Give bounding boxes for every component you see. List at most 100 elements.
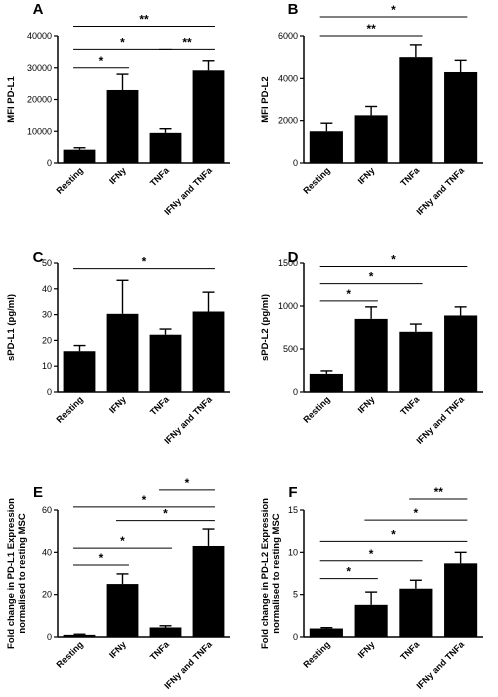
y-tick-label: 4000 — [278, 73, 298, 83]
category-label: Resting — [54, 639, 84, 669]
category-label: IFNy and TNFa — [414, 165, 466, 217]
significance-label: ** — [434, 485, 444, 499]
y-tick-label: 2000 — [278, 116, 298, 126]
y-tick-label: 0 — [47, 632, 52, 642]
category-label: IFNy and TNFa — [414, 639, 466, 691]
y-axis-title: MFI PD-L2 — [260, 76, 271, 122]
category-label: TNFa — [148, 165, 172, 189]
bar — [444, 71, 478, 163]
y-axis-title: normalised to resting MSC — [17, 513, 28, 633]
significance-label: * — [185, 476, 190, 490]
category-label: TNFa — [398, 639, 422, 663]
y-tick-label: 30 — [42, 310, 52, 320]
bar — [106, 313, 139, 392]
bar — [106, 584, 139, 637]
y-tick-label: 20 — [42, 335, 52, 345]
y-tick-label: 500 — [283, 344, 298, 354]
panel-letter: E — [33, 484, 43, 501]
category-label: IFNy and TNFa — [414, 394, 466, 446]
panel-d: D 0 500 1000 1500 sPD-L2 (pg/ml) Resting IFNy TN… — [260, 249, 483, 446]
category-label: IFNy — [107, 165, 128, 186]
y-tick-label: 1500 — [278, 258, 298, 268]
y-tick-label: 5 — [293, 590, 298, 600]
y-tick-label: 20000 — [27, 95, 52, 105]
panel-e: E 0 20 40 60 Fold change in PD-L1 Expression n… — [6, 476, 230, 691]
panel-letter: F — [288, 484, 297, 501]
significance-label: * — [346, 287, 351, 301]
bar — [149, 334, 182, 392]
y-tick-label: 30000 — [27, 63, 52, 73]
bar — [399, 57, 433, 163]
panel-letter: B — [288, 1, 299, 18]
category-label: IFNy — [356, 394, 377, 415]
category-label: Resting — [301, 639, 331, 669]
significance-label: * — [99, 54, 104, 68]
panel-letter: C — [33, 249, 44, 266]
y-tick-label: 10 — [288, 547, 298, 557]
significance-label: ** — [366, 22, 376, 36]
y-tick-label: 6000 — [278, 31, 298, 41]
panel-letter: D — [288, 249, 299, 266]
y-tick-label: 50 — [42, 258, 52, 268]
category-label: TNFa — [398, 394, 422, 418]
bar — [309, 131, 343, 163]
significance-label: * — [414, 506, 419, 520]
significance-label: * — [142, 493, 147, 507]
category-label: Resting — [54, 165, 84, 195]
bar — [63, 634, 96, 637]
y-tick-label: 0 — [47, 158, 52, 168]
bar — [192, 70, 225, 163]
bar — [149, 132, 182, 163]
bar — [354, 115, 388, 163]
bar — [354, 604, 388, 637]
panel-letter: A — [33, 1, 44, 18]
y-tick-label: 1000 — [278, 301, 298, 311]
panel-a: A 0 10000 20000 30000 40000 MFI PD-L1 Resting IF… — [6, 1, 230, 217]
significance-label: * — [120, 534, 125, 548]
category-label: Resting — [54, 394, 84, 424]
significance-label: ** — [182, 35, 192, 49]
bar — [444, 563, 478, 637]
y-tick-label: 0 — [293, 632, 298, 642]
bar — [63, 149, 96, 163]
y-tick-label: 40 — [42, 284, 52, 294]
y-tick-label: 20 — [42, 590, 52, 600]
category-label: IFNy — [107, 394, 128, 415]
bar — [354, 318, 388, 392]
bar — [106, 89, 139, 163]
significance-label: * — [391, 527, 396, 541]
y-axis-title: MFI PD-L1 — [6, 76, 17, 123]
y-tick-label: 10000 — [27, 126, 52, 136]
bar — [192, 545, 225, 637]
category-label: Resting — [301, 165, 331, 195]
category-label: TNFa — [148, 394, 172, 418]
bar — [444, 315, 478, 392]
y-tick-label: 15 — [288, 505, 298, 515]
panel-f: F 0 5 10 15 Fold change in PD-L2 Expression no… — [260, 484, 483, 691]
significance-label: * — [391, 252, 396, 266]
category-label: Resting — [301, 394, 331, 424]
y-tick-label: 0 — [293, 387, 298, 397]
significance-label: * — [369, 270, 374, 284]
bar — [149, 627, 182, 637]
y-axis-title: sPD-L1 (pg/ml) — [6, 294, 17, 361]
bar — [192, 311, 225, 392]
y-axis-title: normalised to resting MSC — [271, 513, 282, 633]
significance-label: * — [369, 547, 374, 561]
category-label: TNFa — [148, 639, 172, 663]
bar — [63, 351, 96, 392]
y-tick-label: 10 — [42, 361, 52, 371]
panel-c: C 0 10 20 30 40 50 sPD-L1 (pg/ml) Resting IFNy TNF… — [6, 249, 230, 446]
significance-label: * — [142, 255, 147, 269]
bar — [399, 588, 433, 637]
y-tick-label: 40000 — [27, 31, 52, 41]
significance-label: * — [120, 35, 125, 49]
significance-label: ** — [139, 12, 149, 26]
y-axis-title: Fold change in PD-L2 Expression — [260, 498, 271, 649]
y-tick-label: 0 — [293, 158, 298, 168]
category-label: IFNy — [356, 165, 377, 186]
category-label: IFNy — [356, 639, 377, 660]
significance-label: * — [163, 507, 168, 521]
significance-label: * — [391, 3, 396, 17]
